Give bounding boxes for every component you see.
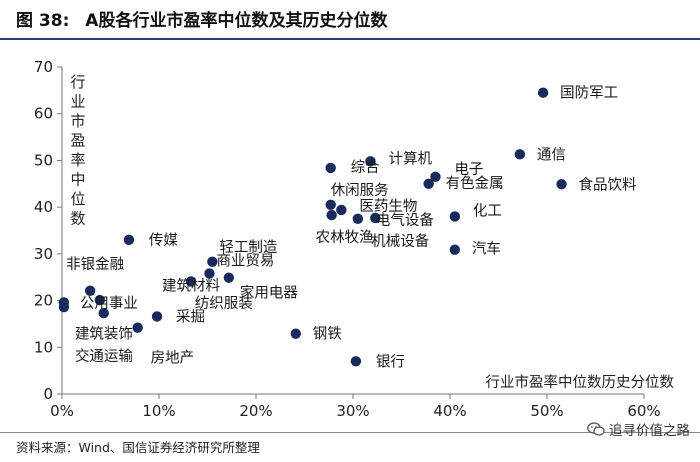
data-point [350, 356, 362, 367]
point-label: 综合 [351, 159, 380, 176]
y-tick-label: 40 [34, 198, 53, 216]
point-label: 轻工制造 [219, 239, 277, 256]
point-label: 农林牧渔 [316, 229, 374, 246]
data-point [449, 244, 461, 255]
y-tick-label: 50 [34, 151, 53, 169]
point-label: 采掘 [176, 308, 205, 325]
point-label: 银行 [376, 353, 405, 370]
point-label: 机械设备 [371, 233, 429, 250]
watermark-text: 追寻价值之路 [609, 423, 690, 439]
data-point [58, 301, 70, 313]
x-tick-label: 0% [50, 402, 74, 420]
x-tick-label: 20% [239, 402, 272, 420]
x-tick-label: 60% [627, 402, 660, 420]
data-point [556, 179, 567, 190]
chart-points [58, 87, 567, 367]
y-tick-label: 20 [34, 292, 53, 310]
point-label: 公用事业 [80, 295, 138, 312]
point-label: 家用电器 [240, 285, 298, 302]
data-point [151, 311, 163, 322]
data-point [370, 212, 381, 224]
data-point [132, 322, 143, 333]
point-label: 国防军工 [560, 85, 618, 102]
point-label: 交通运输 [75, 347, 133, 365]
y-tick-label: 30 [34, 245, 53, 263]
point-label: 食品饮料 [579, 176, 637, 193]
footer-divider [0, 432, 700, 433]
point-label: 通信 [537, 146, 566, 163]
y-axis-label: 行业市盈率中位数 [70, 73, 85, 228]
point-label: 建筑装饰 [75, 325, 133, 342]
chart-axes: 0% 10% 20% 30% 40% 50% 60% 0 10 20 30 40 50 60 70 [34, 58, 661, 420]
data-point [94, 294, 106, 306]
point-label: 医药生物 [359, 198, 417, 215]
figure-number: 图 38: [16, 11, 70, 31]
data-point [336, 204, 347, 216]
point-label: 汽车 [472, 241, 501, 258]
point-label: 化工 [473, 202, 502, 219]
y-tick-label: 10 [34, 338, 53, 356]
data-point [365, 156, 376, 167]
data-point [204, 268, 215, 279]
source-note: 资料来源：Wind、国信证券经济研究所整理 [16, 440, 260, 455]
point-label: 商业贸易 [216, 252, 274, 269]
x-tick-label: 40% [433, 402, 466, 420]
data-point [325, 162, 336, 174]
data-point [537, 87, 549, 98]
point-label: 钢铁 [313, 326, 342, 343]
data-point [423, 178, 434, 189]
x-axis-label: 行业市盈率中位数历史分位数 [486, 374, 675, 391]
point-label: 传媒 [149, 232, 178, 249]
data-point [290, 328, 301, 339]
point-label: 电气设备 [376, 212, 434, 229]
y-tick-label: 0 [43, 385, 53, 403]
point-label: 计算机 [388, 150, 432, 167]
figure-title: A股各行业市盈率中位数及其历史分位数 [85, 11, 388, 31]
data-point [325, 199, 336, 211]
x-tick-label: 50% [530, 402, 563, 420]
watermark: 追寻价值之路 [587, 419, 690, 439]
scatter-chart: 0% 10% 20% 30% 40% 50% 60% 0 10 20 30 40 50 60 70 国防军工… [34, 58, 675, 420]
data-point [207, 256, 218, 267]
y-tick-label: 70 [34, 58, 53, 76]
y-tick-label: 60 [34, 105, 53, 123]
data-point [514, 149, 526, 160]
figure-title-bar: 图 38: A股各行业市盈率中位数及其历史分位数 [16, 6, 387, 36]
data-point [98, 307, 109, 319]
data-point [430, 171, 441, 182]
data-point [352, 213, 364, 225]
data-point [223, 272, 235, 283]
data-point [326, 209, 337, 221]
wechat-icon [587, 422, 605, 436]
data-point [449, 211, 461, 222]
data-point [84, 285, 96, 296]
data-point [123, 234, 135, 246]
x-tick-label: 10% [142, 402, 175, 420]
point-label: 纺织服装 [195, 295, 253, 312]
x-tick-label: 30% [336, 402, 369, 420]
point-label: 电子 [454, 161, 483, 178]
point-label: 有色金属 [446, 175, 504, 192]
point-label: 休闲服务 [331, 182, 389, 199]
title-divider [0, 38, 700, 40]
point-label: 非银金融 [66, 256, 124, 273]
point-label: 房地产 [151, 350, 195, 367]
data-point [185, 276, 197, 287]
point-label: 建筑材料 [162, 277, 220, 294]
